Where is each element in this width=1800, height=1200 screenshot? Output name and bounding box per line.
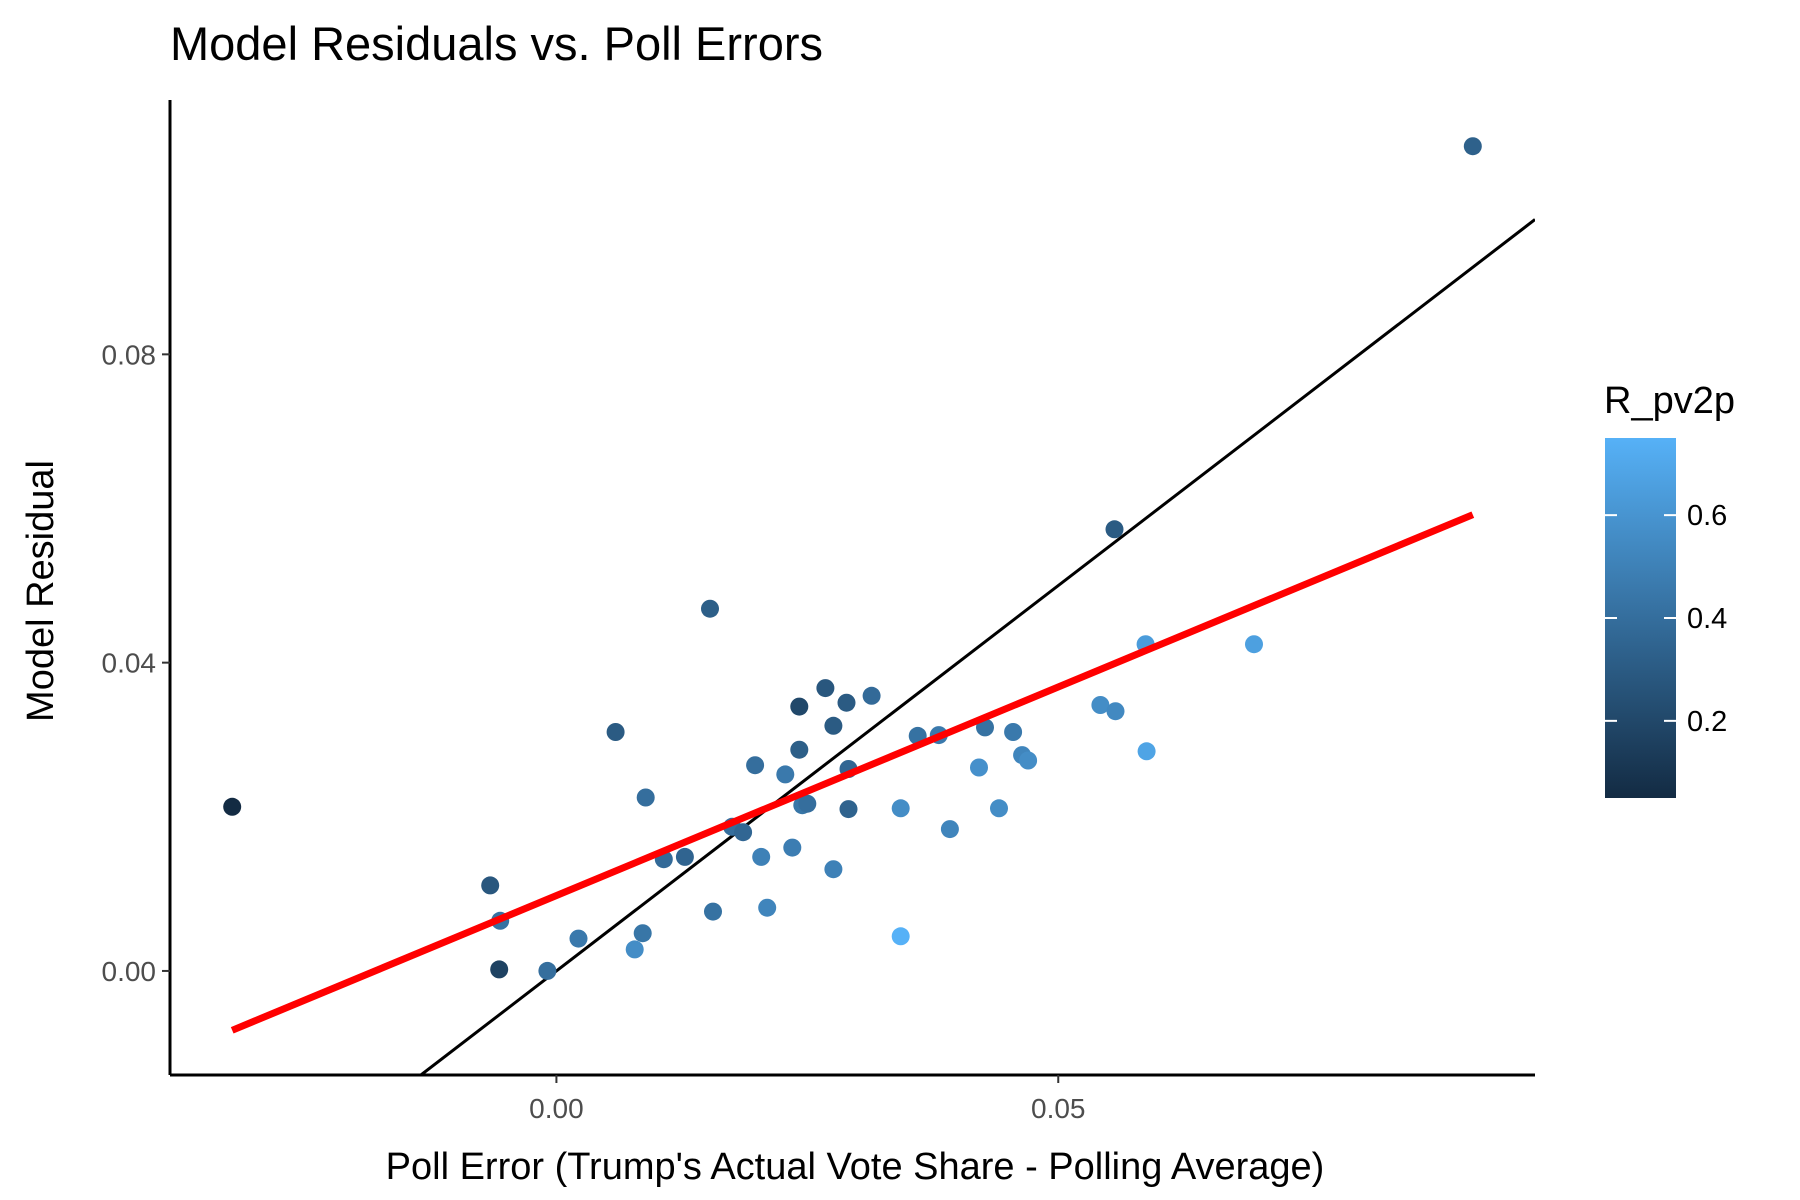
scatter-point xyxy=(701,599,719,618)
scatter-point xyxy=(798,794,817,813)
colorbar-label: 0.6 xyxy=(1687,500,1727,532)
scatter-point xyxy=(1137,742,1156,761)
scatter-point xyxy=(636,788,655,807)
scatter-point xyxy=(891,927,910,946)
colorbar-legend: R_pv2p 0.2 0.4 0.6 xyxy=(1604,380,1735,798)
scatter-point xyxy=(758,898,777,917)
scatter-point xyxy=(704,902,722,921)
scatter-point xyxy=(569,929,588,948)
scatter-point xyxy=(1105,520,1124,539)
scatter-point xyxy=(837,693,856,712)
scatter-point xyxy=(481,876,500,895)
scatter-point xyxy=(1245,635,1263,654)
scatter-point xyxy=(734,823,753,842)
scatter-point xyxy=(990,799,1008,818)
scatter-point xyxy=(633,924,652,943)
scatter-point xyxy=(1019,751,1038,770)
regression-fit-line xyxy=(230,511,1475,1034)
scatter-point xyxy=(1463,137,1482,156)
scatter-point xyxy=(538,961,557,980)
scatter-point xyxy=(790,740,809,759)
scatter-point xyxy=(1106,702,1125,721)
scatter-point xyxy=(1091,696,1110,714)
scatter-point xyxy=(783,838,802,857)
x-axis-ticks: 0.00 0.05 xyxy=(529,1075,1086,1124)
scatter-point xyxy=(891,799,910,818)
scatter-point xyxy=(970,758,988,777)
scatter-point xyxy=(862,686,881,705)
scatter-point xyxy=(625,940,644,959)
scatter-point xyxy=(752,847,771,866)
scatter-point xyxy=(940,820,959,839)
scatter-point xyxy=(776,765,795,784)
scatter-points xyxy=(223,137,1482,980)
reference-lines xyxy=(419,218,1535,1075)
axes xyxy=(168,100,1535,1077)
plot-area xyxy=(223,137,1535,1075)
scatter-point xyxy=(839,800,858,819)
scatter-point xyxy=(824,860,843,879)
scatter-point xyxy=(816,679,835,698)
chart-title: Model Residuals vs. Poll Errors xyxy=(170,17,823,70)
scatter-point xyxy=(606,723,625,741)
y-tick-label: 0.04 xyxy=(102,648,157,679)
y-tick-label: 0.08 xyxy=(102,339,157,370)
colorbar-label: 0.4 xyxy=(1687,603,1727,635)
y-axis-ticks: 0.00 0.04 0.08 xyxy=(102,339,170,987)
x-tick-label: 0.05 xyxy=(1031,1093,1086,1124)
scatter-point xyxy=(790,697,809,716)
scatter-point xyxy=(824,716,843,735)
scatter-point xyxy=(675,847,694,866)
scatter-point xyxy=(223,797,242,816)
legend-title: R_pv2p xyxy=(1604,380,1735,422)
y-tick-label: 0.00 xyxy=(102,956,157,987)
colorbar-label: 0.2 xyxy=(1687,706,1727,738)
y-axis-title: Model Residual xyxy=(20,460,62,722)
scatter-point xyxy=(1004,723,1023,741)
colorbar-breaks: 0.2 0.4 0.6 xyxy=(1605,500,1727,738)
x-axis-title: Poll Error (Trump's Actual Vote Share - … xyxy=(386,1146,1325,1188)
identity-line xyxy=(419,218,1535,1075)
scatter-point xyxy=(490,960,509,979)
scatter-point xyxy=(746,756,765,775)
x-tick-label: 0.00 xyxy=(529,1093,584,1124)
